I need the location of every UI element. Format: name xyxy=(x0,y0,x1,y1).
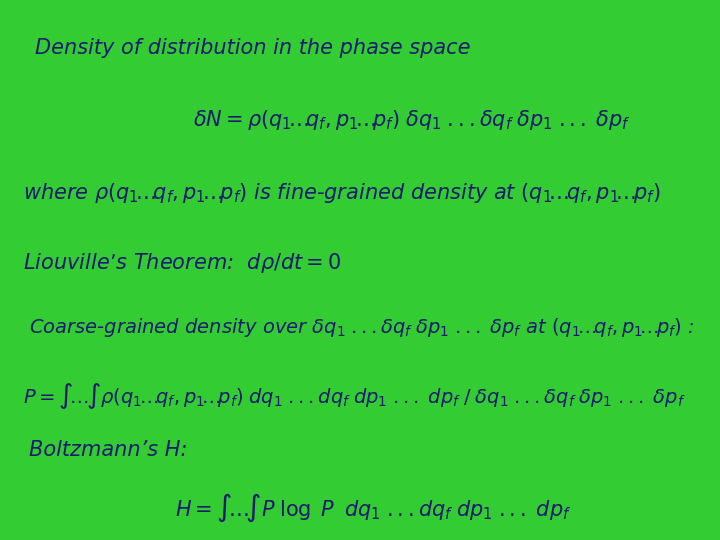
Text: $H = \int\!\ldots\!\int P\; \log\; P\;\; dq_1\; ...dq_f\; dp_1\; ...\; dp_f$: $H = \int\!\ldots\!\int P\; \log\; P\;\;… xyxy=(176,491,572,524)
Text: Coarse-grained density over $\delta q_1\; ...\delta q_f\; \delta p_1\; ...\; \de: Coarse-grained density over $\delta q_1\… xyxy=(30,316,695,339)
Text: Density of distribution in the phase space: Density of distribution in the phase spa… xyxy=(35,38,471,58)
Text: Liouville’s Theorem:  $d\rho/dt = 0$: Liouville’s Theorem: $d\rho/dt = 0$ xyxy=(23,251,342,275)
Text: $P = \int\!\ldots\!\int \rho(q_1\!\ldots\!q_f, p_1\!\ldots\!p_f)\; dq_1\; ...dq_: $P = \int\!\ldots\!\int \rho(q_1\!\ldots… xyxy=(23,381,686,410)
Text: $\delta N = \rho(q_1\!\ldots\!q_f, p_1\!\ldots\!p_f)\; \delta q_1\; ...\delta q_: $\delta N = \rho(q_1\!\ldots\!q_f, p_1\!… xyxy=(193,108,631,132)
Text: where $\rho(q_1\!\ldots\!q_f, p_1\!\ldots\!p_f)$ is fine-grained density at $(q_: where $\rho(q_1\!\ldots\!q_f, p_1\!\ldot… xyxy=(23,181,661,205)
Text: Boltzmann’s H:: Boltzmann’s H: xyxy=(30,440,188,460)
